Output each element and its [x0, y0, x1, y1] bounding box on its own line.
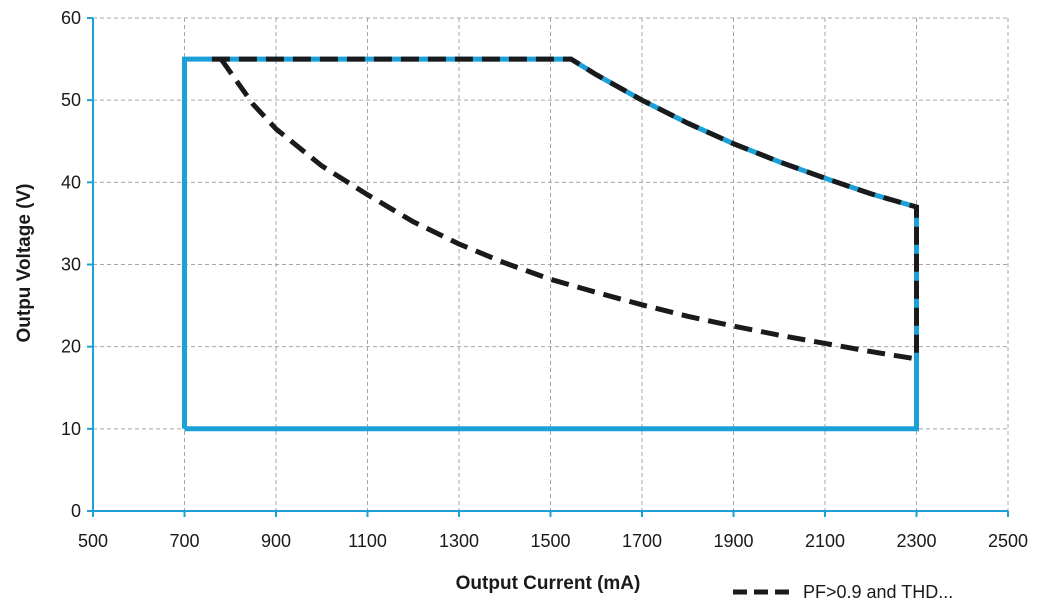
x-axis-title: Output Current (mA)	[456, 573, 641, 594]
y-tick-label: 0	[71, 501, 81, 521]
gridlines	[93, 17, 1009, 511]
y-tick-label: 10	[61, 419, 81, 439]
x-tick-label: 2500	[988, 531, 1028, 551]
axes	[87, 17, 1009, 517]
y-tick-label: 50	[61, 90, 81, 110]
y-tick-label: 60	[61, 8, 81, 28]
x-tick-label: 2100	[805, 531, 845, 551]
legend-label: PF>0.9 and THD...	[803, 582, 953, 602]
x-tick-label: 900	[261, 531, 291, 551]
x-tick-label: 1500	[530, 531, 570, 551]
tick-labels: 500 700 900 1100 1300 1500 1700 1900 2100 2300 250…	[61, 8, 1028, 551]
x-tick-label: 1700	[622, 531, 662, 551]
x-tick-label: 1100	[348, 531, 387, 551]
x-tick-label: 700	[169, 531, 199, 551]
y-tick-label: 20	[61, 337, 81, 357]
x-tick-label: 2300	[896, 531, 936, 551]
series-dashed-line-1	[211, 56, 919, 359]
y-axis-title: Outpu Voltage (V)	[14, 183, 35, 342]
x-tick-label: 1900	[713, 531, 753, 551]
x-tick-label: 500	[78, 531, 108, 551]
legend: PF>0.9 and THD...	[733, 582, 953, 602]
plot-area	[182, 56, 919, 432]
y-tick-label: 30	[61, 255, 81, 275]
x-tick-label: 1300	[439, 531, 479, 551]
y-tick-label: 40	[61, 172, 81, 192]
series-dashed-line-2	[219, 57, 917, 362]
